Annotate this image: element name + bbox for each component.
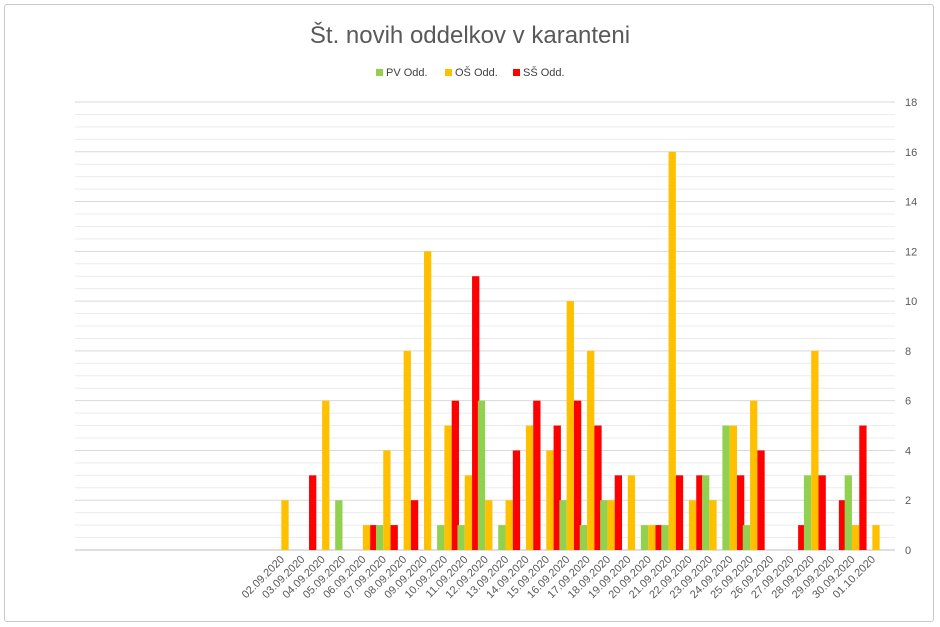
bar bbox=[844, 475, 852, 550]
y-tick-label: 12 bbox=[905, 246, 917, 258]
bar bbox=[661, 525, 669, 550]
bar bbox=[281, 500, 289, 550]
bar bbox=[553, 425, 561, 550]
bar bbox=[655, 525, 663, 550]
bar bbox=[729, 425, 737, 550]
bar bbox=[546, 450, 554, 550]
bar bbox=[322, 400, 330, 550]
bar bbox=[838, 500, 847, 550]
bar bbox=[437, 525, 445, 550]
bar bbox=[390, 525, 398, 550]
bar bbox=[798, 525, 806, 550]
y-tick-label: 18 bbox=[905, 97, 917, 109]
legend-label: SŠ Odd. bbox=[523, 66, 565, 79]
bar bbox=[533, 400, 541, 550]
legend-label: OŠ Odd. bbox=[455, 66, 498, 79]
bar bbox=[477, 400, 486, 550]
bar bbox=[525, 425, 534, 550]
bar bbox=[485, 500, 493, 550]
chart-title: Št. novih oddelkov v karanteni bbox=[310, 21, 630, 49]
bar bbox=[709, 500, 717, 550]
y-tick-label: 2 bbox=[905, 495, 911, 507]
bar bbox=[335, 500, 343, 550]
bar bbox=[859, 425, 867, 550]
bar bbox=[587, 350, 595, 550]
legend-label: PV Odd. bbox=[386, 67, 428, 79]
bar bbox=[573, 400, 582, 550]
bar bbox=[457, 525, 465, 550]
y-tick-label: 6 bbox=[905, 396, 911, 408]
bar bbox=[640, 525, 649, 550]
bar bbox=[362, 525, 371, 550]
bar bbox=[512, 450, 521, 550]
legend-swatch bbox=[445, 69, 452, 76]
bar bbox=[472, 276, 480, 550]
bar bbox=[309, 475, 317, 550]
bar bbox=[750, 400, 758, 550]
bar bbox=[566, 301, 574, 550]
bar bbox=[811, 350, 819, 550]
bar bbox=[594, 425, 602, 550]
bar bbox=[702, 475, 710, 550]
y-tick-label: 16 bbox=[905, 147, 917, 159]
bar bbox=[410, 500, 419, 550]
bar bbox=[614, 475, 623, 550]
legend: PV Odd. OŠ Odd. SŠ Odd. bbox=[376, 66, 565, 79]
y-tick-label: 8 bbox=[905, 346, 911, 358]
legend-swatch bbox=[376, 69, 383, 76]
y-tick-label: 0 bbox=[905, 545, 911, 557]
bar bbox=[607, 500, 615, 550]
bar bbox=[736, 475, 745, 550]
bar bbox=[627, 475, 636, 550]
bar bbox=[648, 525, 656, 550]
bar bbox=[742, 525, 751, 550]
bar bbox=[559, 500, 567, 550]
bar bbox=[383, 450, 391, 550]
bar bbox=[444, 425, 452, 550]
y-tick-label: 10 bbox=[905, 296, 917, 308]
bar bbox=[675, 475, 684, 550]
y-axis: 0 2 4 6 8 10 12 14 16 18 bbox=[905, 97, 917, 557]
bar bbox=[505, 500, 513, 550]
x-axis: 02.09.202003.09.202004.09.202005.09.2020… bbox=[240, 554, 878, 601]
bar bbox=[579, 525, 588, 550]
bar bbox=[600, 500, 608, 550]
bar bbox=[370, 525, 378, 550]
y-tick-label: 14 bbox=[905, 197, 917, 209]
bar bbox=[451, 400, 459, 550]
bar bbox=[803, 475, 812, 550]
bar bbox=[696, 475, 704, 550]
bars bbox=[281, 151, 880, 551]
bar bbox=[403, 350, 411, 550]
bar bbox=[722, 425, 730, 550]
bar bbox=[498, 525, 506, 550]
bar bbox=[872, 525, 880, 550]
bar bbox=[668, 151, 676, 550]
bar bbox=[424, 251, 432, 551]
bar bbox=[464, 475, 473, 550]
bar bbox=[851, 525, 860, 550]
bar bbox=[375, 525, 384, 550]
legend-swatch bbox=[513, 69, 520, 76]
bar bbox=[818, 475, 826, 550]
y-tick-label: 4 bbox=[905, 445, 911, 457]
bar bbox=[757, 450, 765, 550]
bar bbox=[688, 500, 697, 550]
